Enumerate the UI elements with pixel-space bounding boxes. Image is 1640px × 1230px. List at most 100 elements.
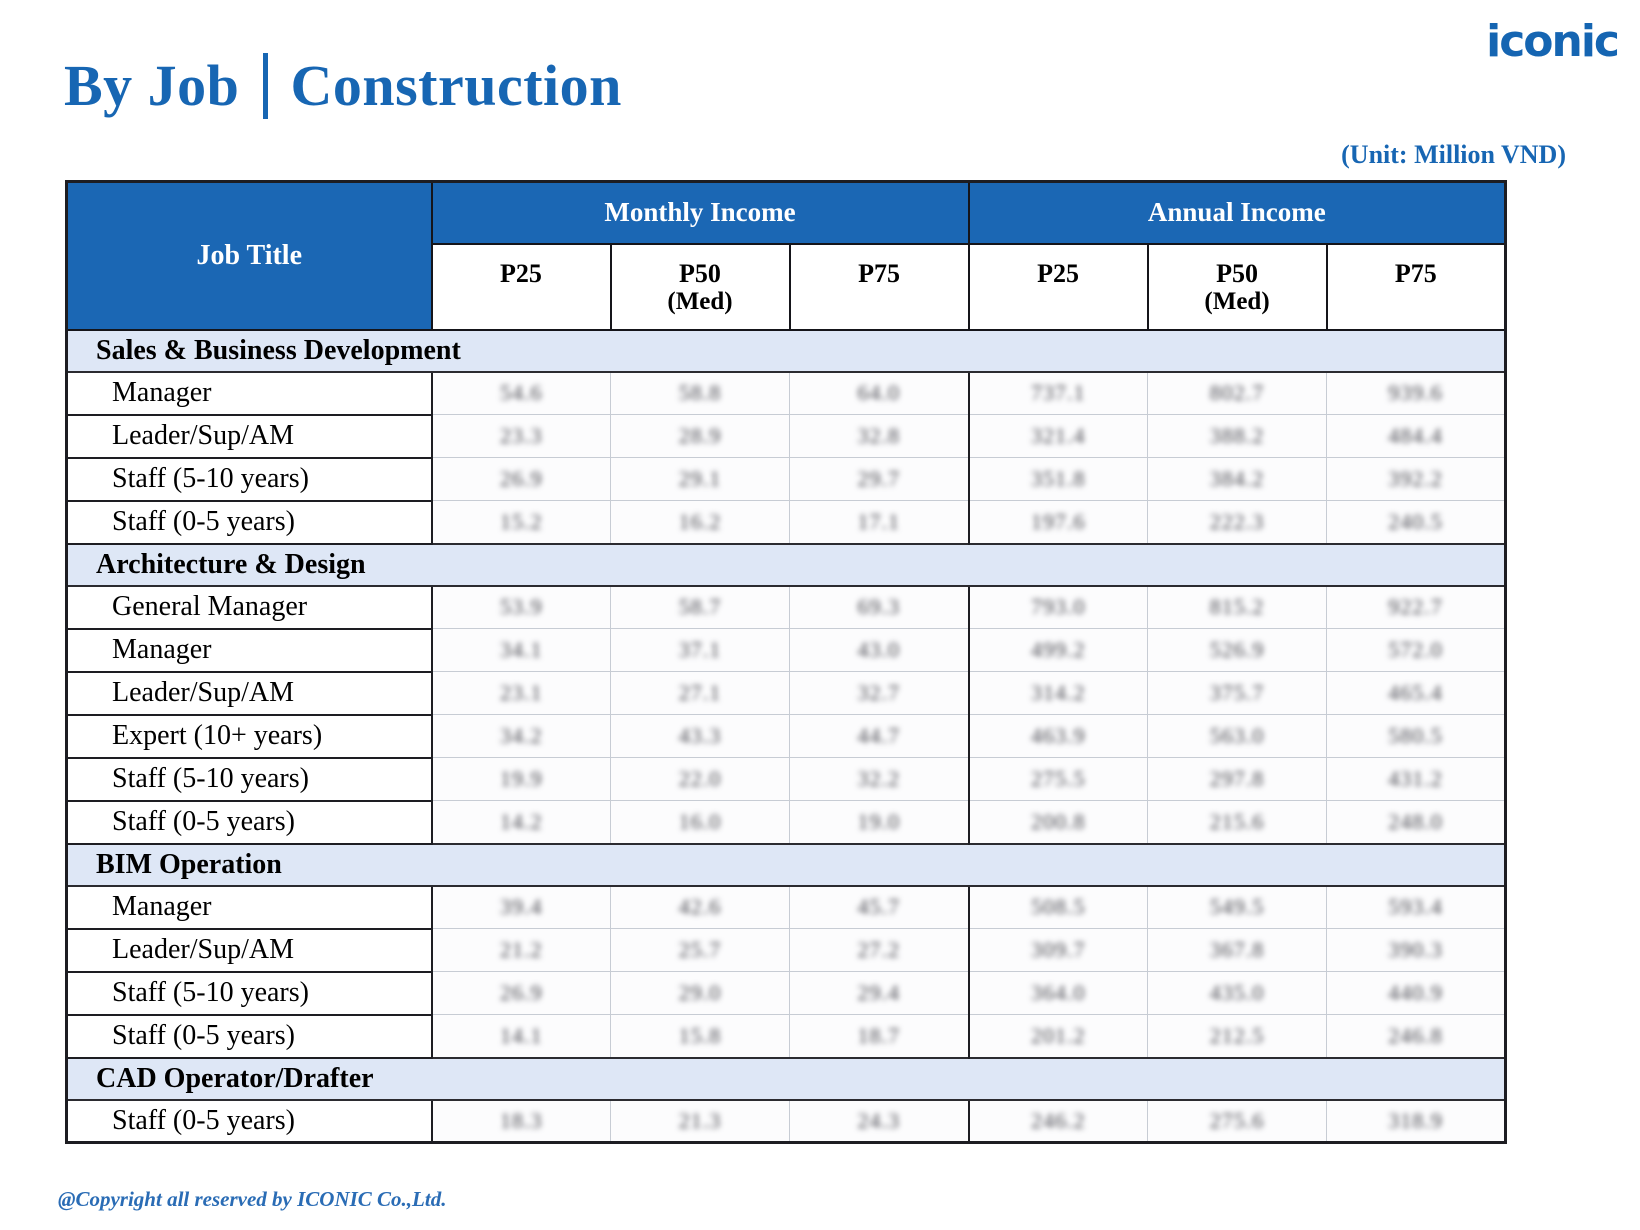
value-cell-monthly-p25: 34.2 <box>431 714 611 758</box>
blurred-value: 222.3 <box>1209 508 1265 534</box>
value-cell-annual-p50: 375.7 <box>1147 671 1328 715</box>
blurred-value: 384.2 <box>1209 466 1265 491</box>
blurred-value: 29.7 <box>857 466 901 491</box>
column-group-annual-income: Annual Income <box>967 180 1507 245</box>
value-cell-annual-p50: 215.6 <box>1147 800 1328 844</box>
blurred-value: 39.4 <box>500 894 543 920</box>
blurred-value: 246.8 <box>1388 1022 1443 1048</box>
value-cell-annual-p50: 802.7 <box>1147 371 1328 415</box>
column-header-job-title: Job Title <box>65 180 433 331</box>
value-cell-annual-p25: 463.9 <box>967 714 1149 758</box>
value-cell-monthly-p25: 23.3 <box>431 414 611 458</box>
blurred-value: 563.0 <box>1209 723 1265 748</box>
value-cell-monthly-p25: 18.3 <box>431 1099 611 1143</box>
value-cell-annual-p50: 388.2 <box>1147 414 1328 458</box>
title-divider <box>263 52 269 119</box>
table-row: Staff (5-10 years) 26.9 29.0 29.4 364.0 … <box>65 970 1507 1016</box>
section-header-row: Sales & Business Development <box>66 328 1506 373</box>
blurred-value: 275.5 <box>1031 766 1086 791</box>
value-cell-monthly-p50: 25.7 <box>610 928 790 972</box>
blurred-value: 29.4 <box>857 980 901 1005</box>
value-cell-monthly-p25: 34.1 <box>431 628 611 672</box>
blurred-value: 526.9 <box>1209 637 1265 662</box>
section-name: Sales & Business Development <box>66 328 1506 373</box>
value-cell-monthly-p50: 27.1 <box>610 671 790 715</box>
blurred-value: 200.8 <box>1031 808 1086 834</box>
value-cell-monthly-p50: 16.0 <box>610 800 790 844</box>
blurred-value: 367.8 <box>1209 937 1265 962</box>
column-header-monthly-p50: P50 (Med) <box>609 242 791 331</box>
table-row: Manager 34.1 37.1 43.0 499.2 526.9 572.0 <box>65 627 1507 673</box>
blurred-value: 580.5 <box>1388 723 1443 748</box>
value-cell-monthly-p25: 26.9 <box>431 971 611 1015</box>
copyright-note: @Copyright all reserved by ICONIC Co.,Lt… <box>58 1187 447 1211</box>
percentile-label: P75 <box>1394 258 1437 288</box>
value-cell-annual-p50: 297.8 <box>1147 757 1328 801</box>
blurred-value: 364.0 <box>1031 980 1086 1005</box>
blurred-value: 29.1 <box>678 466 722 491</box>
column-header-annual-p50: P50 (Med) <box>1146 242 1328 331</box>
percentile-sublabel: (Med) <box>1204 288 1270 316</box>
table-row: Staff (0-5 years) 18.3 21.3 24.3 246.2 2… <box>65 1098 1507 1144</box>
blurred-value: 17.1 <box>857 508 901 534</box>
table-row: Leader/Sup/AM 21.2 25.7 27.2 309.7 367.8… <box>65 927 1507 973</box>
value-cell-monthly-p25: 21.2 <box>431 928 611 972</box>
value-cell-annual-p50: 526.9 <box>1147 628 1328 672</box>
value-cell-annual-p75: 440.9 <box>1326 971 1507 1015</box>
value-cell-monthly-p50: 43.3 <box>610 714 790 758</box>
blurred-value: 275.6 <box>1209 1107 1265 1133</box>
blurred-value: 375.7 <box>1209 680 1265 705</box>
job-title-cell: General Manager <box>65 584 433 630</box>
blurred-value: 815.2 <box>1209 594 1265 620</box>
value-cell-monthly-p75: 43.0 <box>788 628 970 672</box>
table-header-percentile-row: P25 P50 (Med) P75 P25 P50 (Med) <box>67 242 1507 331</box>
value-cell-annual-p25: 309.7 <box>967 928 1149 972</box>
blurred-value: 351.8 <box>1031 466 1086 491</box>
column-header-annual-p25: P25 <box>967 242 1149 331</box>
blurred-value: 197.6 <box>1031 508 1086 534</box>
table-row: Leader/Sup/AM 23.1 27.1 32.7 314.2 375.7… <box>65 670 1507 716</box>
blurred-value: 593.4 <box>1388 894 1443 920</box>
value-cell-monthly-p25: 54.6 <box>431 371 611 415</box>
blurred-value: 14.1 <box>500 1022 543 1048</box>
table-row: General Manager 53.9 58.7 69.3 793.0 815… <box>65 584 1507 630</box>
blurred-value: 939.6 <box>1388 380 1443 406</box>
value-cell-monthly-p50: 58.8 <box>610 371 790 415</box>
job-title-cell: Staff (5-10 years) <box>65 756 433 802</box>
job-title-cell: Staff (0-5 years) <box>65 1098 433 1144</box>
blurred-value: 29.0 <box>678 980 722 1005</box>
job-title-cell: Leader/Sup/AM <box>65 670 433 716</box>
blurred-value: 793.0 <box>1031 594 1086 620</box>
blurred-value: 215.6 <box>1209 808 1265 834</box>
value-cell-annual-p75: 572.0 <box>1326 628 1507 672</box>
value-cell-annual-p75: 922.7 <box>1326 585 1507 629</box>
brand-logo: iconic <box>1486 16 1620 67</box>
blurred-value: 14.2 <box>500 808 543 834</box>
value-cell-monthly-p50: 58.7 <box>610 585 790 629</box>
table-body: Sales & Business Development Manager 54.… <box>65 328 1507 1144</box>
value-cell-monthly-p75: 19.0 <box>788 800 970 844</box>
blurred-value: 435.0 <box>1209 980 1265 1005</box>
value-cell-annual-p25: 201.2 <box>967 1014 1149 1058</box>
value-cell-annual-p75: 484.4 <box>1326 414 1507 458</box>
blurred-value: 45.7 <box>857 894 901 920</box>
blurred-value: 499.2 <box>1031 637 1086 662</box>
salary-table: Job Title Monthly Income Annual Income P… <box>65 180 1508 1144</box>
value-cell-annual-p25: 351.8 <box>967 457 1149 501</box>
blurred-value: 32.8 <box>857 423 901 448</box>
value-cell-monthly-p50: 29.0 <box>610 971 790 1015</box>
blurred-value: 43.0 <box>857 637 901 662</box>
value-cell-annual-p50: 563.0 <box>1147 714 1328 758</box>
blurred-value: 32.2 <box>857 766 901 791</box>
value-cell-monthly-p75: 29.7 <box>788 457 970 501</box>
table-header-group-row: Job Title Monthly Income Annual Income <box>65 180 1507 331</box>
value-cell-monthly-p75: 32.2 <box>788 757 970 801</box>
blurred-value: 54.6 <box>500 380 543 406</box>
blurred-value: 248.0 <box>1388 808 1443 834</box>
percentile-label: P25 <box>500 258 542 288</box>
blurred-value: 212.5 <box>1209 1022 1265 1048</box>
blurred-value: 37.1 <box>678 637 722 662</box>
job-title-cell: Staff (5-10 years) <box>65 970 433 1016</box>
value-cell-annual-p75: 465.4 <box>1326 671 1507 715</box>
blurred-value: 24.3 <box>857 1107 901 1133</box>
